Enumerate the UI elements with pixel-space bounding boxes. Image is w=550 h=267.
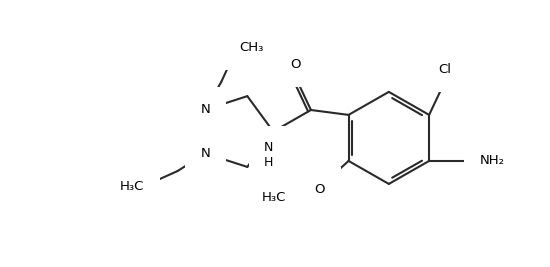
Text: N: N <box>200 103 210 116</box>
Text: N
H: N H <box>263 141 273 169</box>
Text: O: O <box>290 58 300 71</box>
Text: CH₃: CH₃ <box>239 41 263 54</box>
Text: O: O <box>315 183 325 196</box>
Text: N: N <box>200 147 210 160</box>
Text: H₃C: H₃C <box>262 191 286 204</box>
Text: H₃C: H₃C <box>119 180 144 193</box>
Text: NH₂: NH₂ <box>480 154 504 167</box>
Text: Cl: Cl <box>438 63 452 76</box>
